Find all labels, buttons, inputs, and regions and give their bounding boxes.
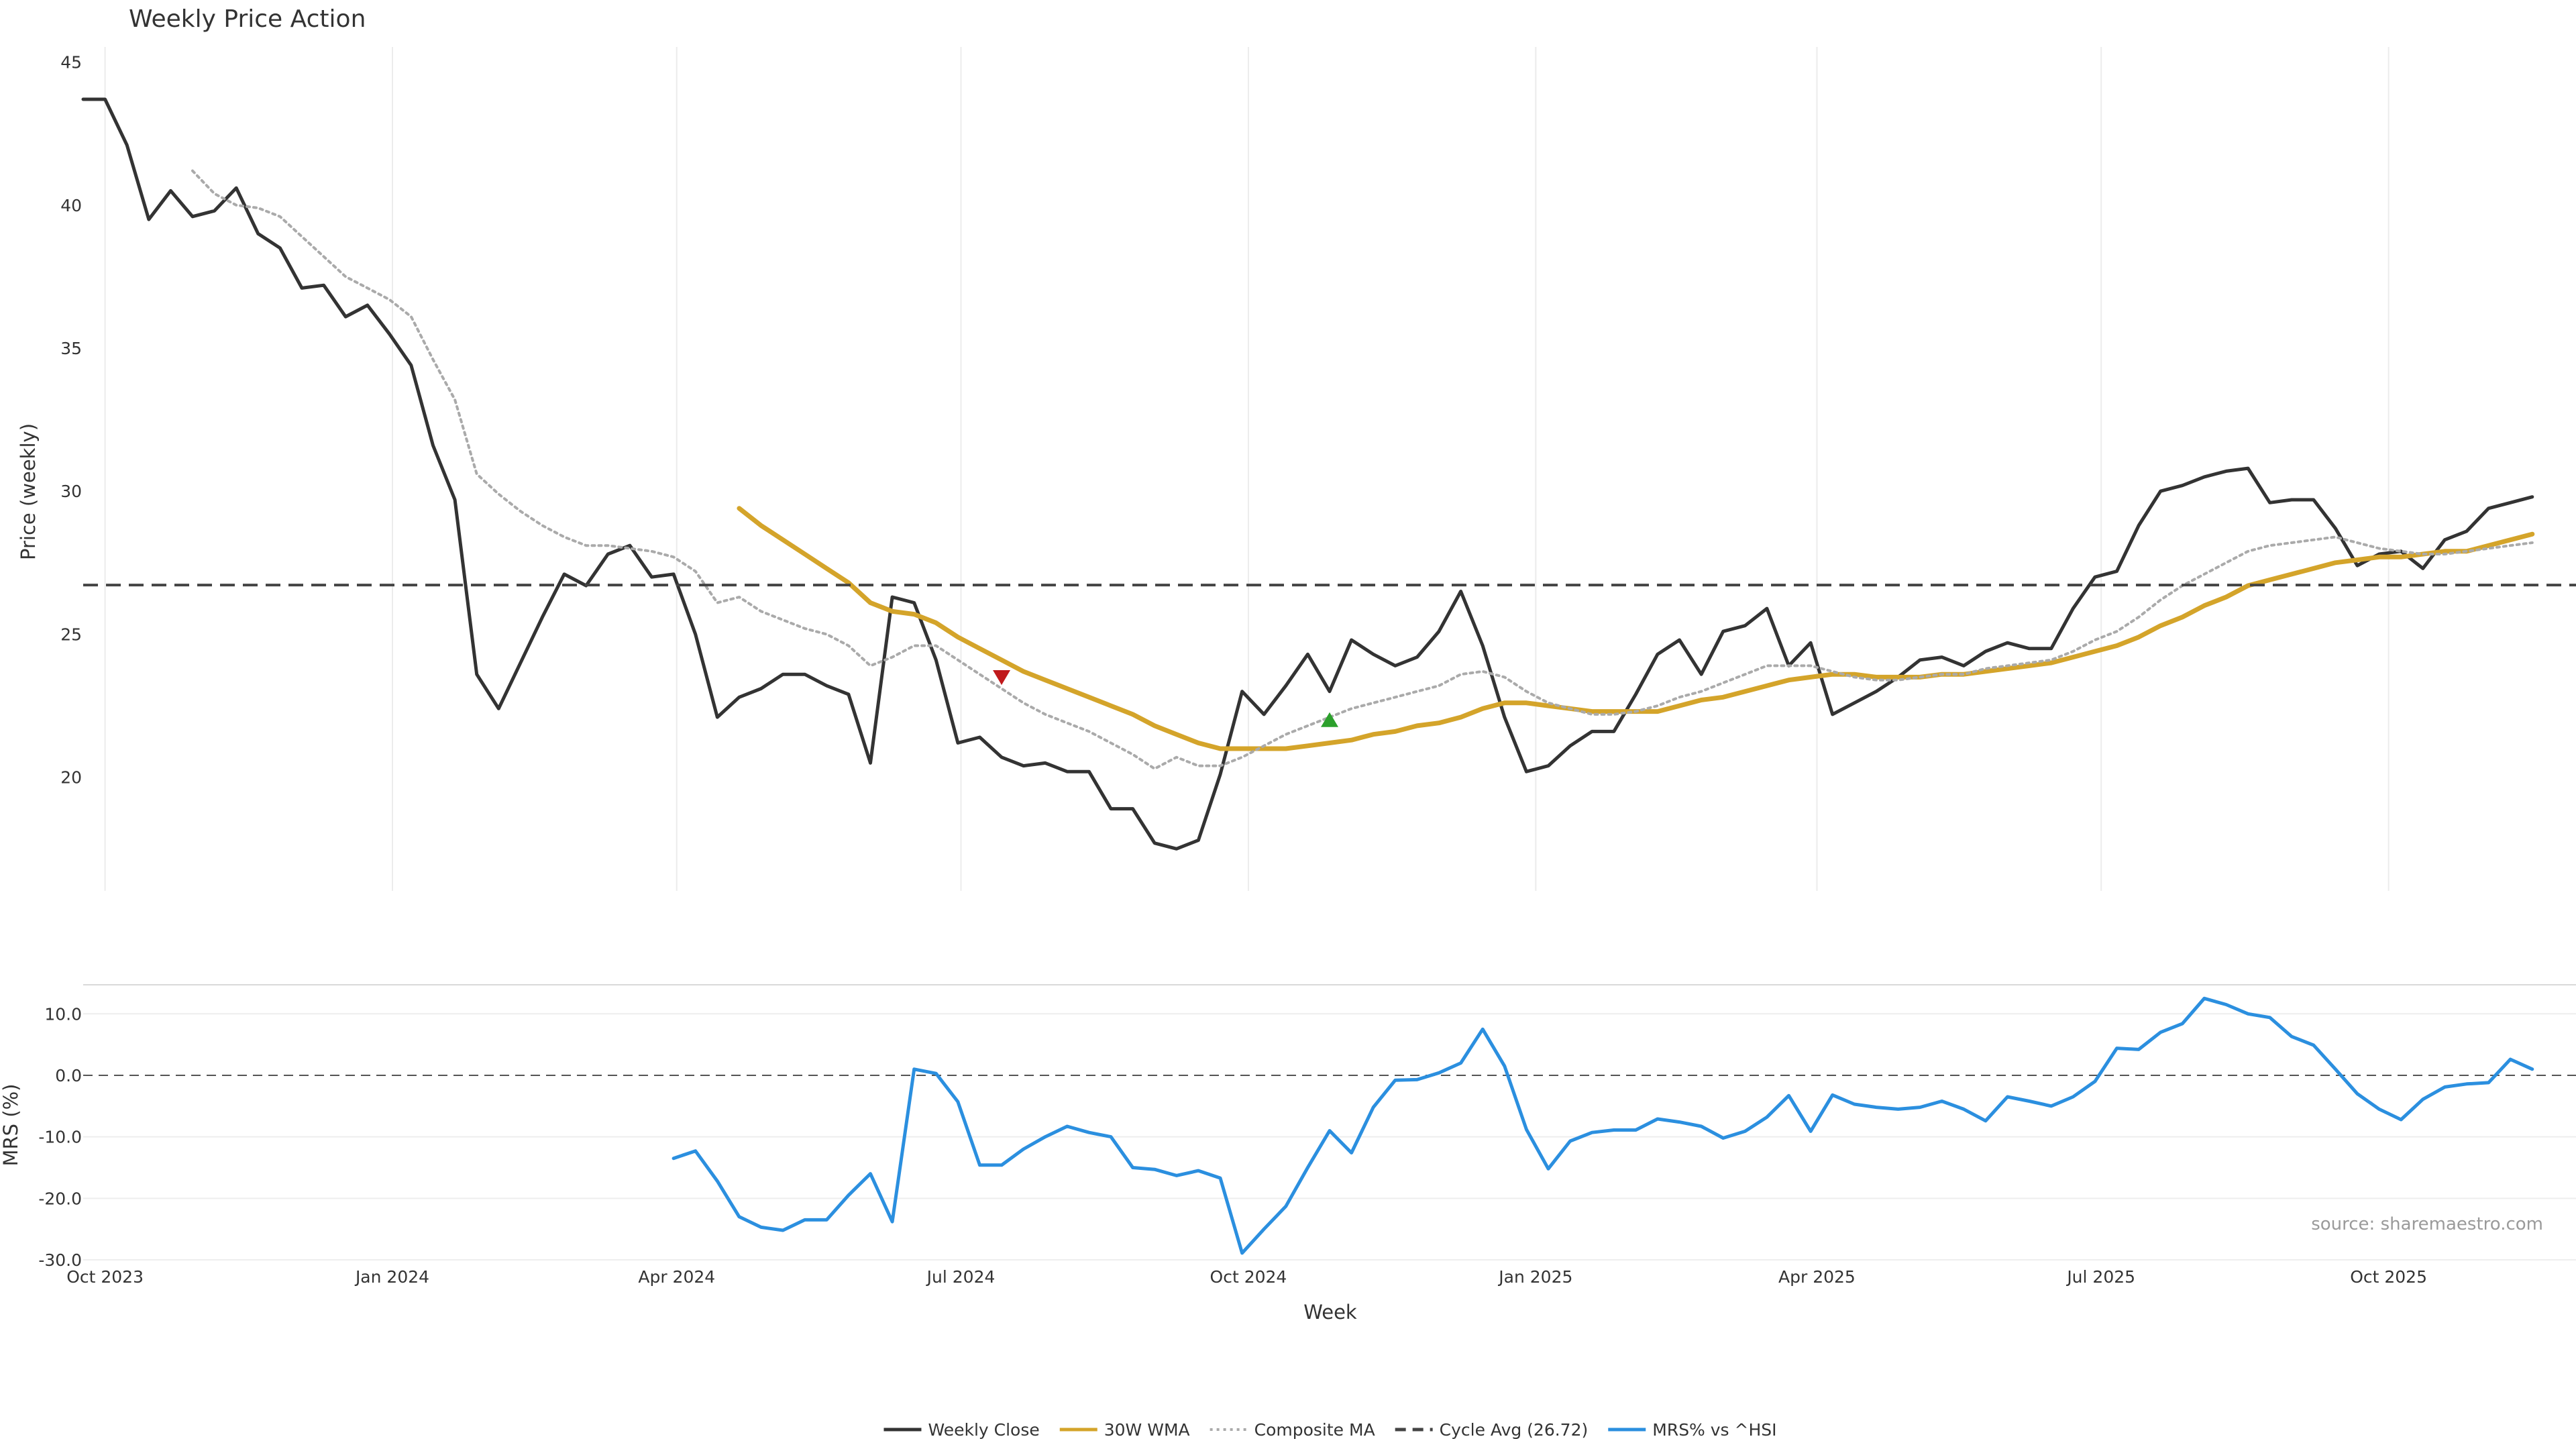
mrs-y-tick-label: -30.0 [38, 1250, 82, 1270]
buy-signal-marker [1321, 712, 1338, 727]
mrs-y-axis-label: MRS (%) [0, 1084, 22, 1167]
legend-entry-label: 30W WMA [1104, 1420, 1190, 1440]
price-y-tick-label: 40 [60, 196, 82, 215]
sell-signal-marker [993, 670, 1011, 686]
mrs-panel-grid [83, 1013, 2576, 1260]
price-y-tick-label: 20 [60, 768, 82, 788]
legend-entry-label: Composite MA [1254, 1420, 1375, 1440]
mrs-y-tick-label: -10.0 [38, 1128, 82, 1147]
price-y-tick-label: 35 [60, 339, 82, 358]
mrs-y-tick-label: 0.0 [55, 1066, 82, 1085]
x-tick-label: Oct 2025 [2350, 1267, 2427, 1287]
x-tick-label: Jan 2025 [1497, 1267, 1572, 1287]
mrs-vs-hsi-line [672, 996, 2534, 1255]
x-tick-label: Oct 2023 [66, 1267, 144, 1287]
x-tick-label: Oct 2024 [1210, 1267, 1287, 1287]
price-y-tick-label: 25 [60, 625, 82, 644]
price-y-axis-label: Price (weekly) [17, 423, 40, 560]
x-tick-label: Apr 2024 [638, 1267, 715, 1287]
legend-entry-label: Cycle Avg (26.72) [1440, 1420, 1589, 1440]
price-y-tick-label: 45 [60, 53, 82, 72]
x-axis-label: Week [1303, 1301, 1357, 1324]
legend-entry-label: MRS% vs ^HSI [1652, 1420, 1776, 1440]
x-tick-label: Jul 2025 [2065, 1267, 2135, 1287]
series-layer [81, 97, 2576, 1255]
x-axis: Oct 2023 Jan 2024 Apr 2024 Jul 2024 Oct 2024… [66, 1267, 2427, 1287]
chart-title: Weekly Price Action [129, 5, 366, 33]
mrs-y-tick-label: -20.0 [38, 1189, 82, 1208]
signal-markers [993, 670, 1338, 727]
mrs-y-tick-label: 10.0 [44, 1004, 82, 1024]
price-panel-grid [104, 47, 2390, 891]
weekly-close-line [81, 97, 2534, 851]
x-tick-label: Jul 2024 [926, 1267, 996, 1287]
source-annotation: source: sharemaestro.com [2311, 1214, 2543, 1234]
x-tick-label: Apr 2025 [1778, 1267, 1856, 1287]
composite-ma-line [191, 169, 2534, 770]
price-y-tick-label: 30 [60, 482, 82, 501]
mrs-y-axis: 10.0 0.0 -10.0 -20.0 -30.0 [38, 1004, 82, 1270]
x-tick-label: Jan 2024 [354, 1267, 429, 1287]
legend-entry-label: Weekly Close [928, 1420, 1039, 1440]
price-y-axis: 20 25 30 35 40 45 [60, 53, 82, 788]
legend: Weekly Close 30W WMA Composite MA Cycle Avg… [883, 1420, 1777, 1440]
